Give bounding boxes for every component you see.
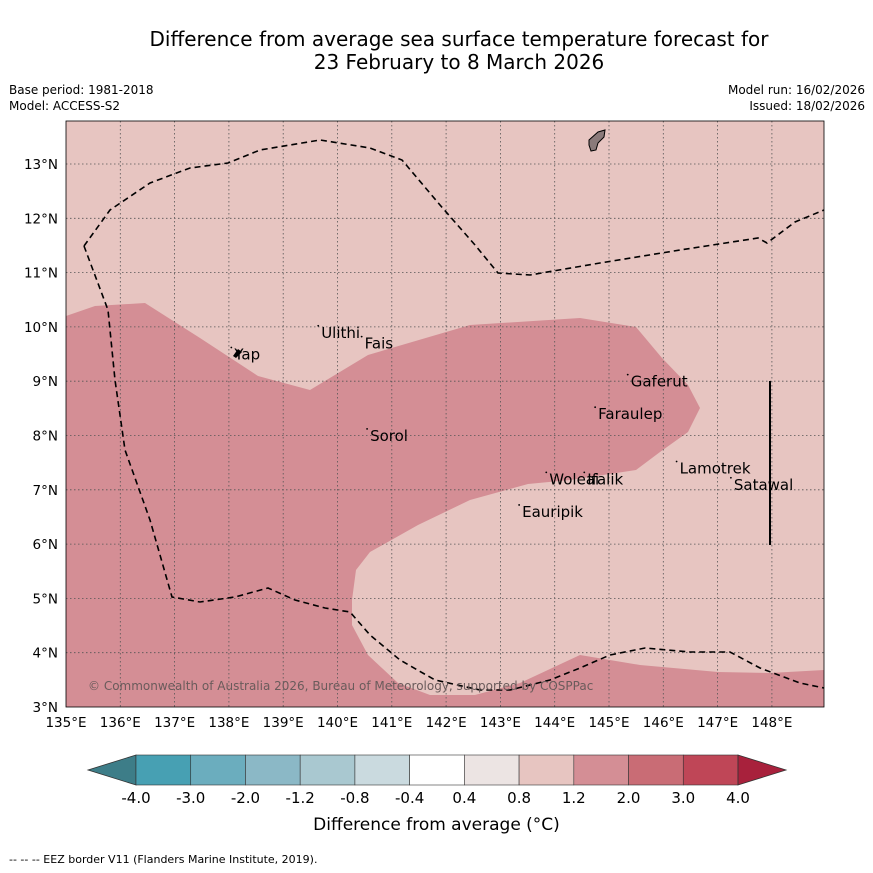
lat-tick-label: 11°N bbox=[24, 266, 58, 282]
lon-tick-label: 146°E bbox=[643, 715, 684, 731]
lat-tick-label: 3°N bbox=[33, 700, 58, 716]
colorbar-title: Difference from average (°C) bbox=[313, 815, 560, 835]
lon-tick-label: 143°E bbox=[480, 715, 521, 731]
place-label: Sorol bbox=[370, 427, 408, 445]
place-label: Lamotrek bbox=[680, 460, 751, 478]
colorbar-segment bbox=[573, 754, 629, 786]
lat-tick-label: 13°N bbox=[24, 157, 58, 173]
lon-tick-label: 136°E bbox=[100, 715, 141, 731]
lon-tick-label: 137°E bbox=[154, 715, 195, 731]
place-marker bbox=[230, 346, 233, 349]
colorbar-tick-label: -0.4 bbox=[395, 789, 424, 807]
place-label: Ulithi bbox=[321, 324, 360, 342]
place-label: Gaferut bbox=[631, 373, 688, 391]
lat-tick-label: 9°N bbox=[33, 374, 58, 390]
lon-tick-label: 144°E bbox=[534, 715, 575, 731]
meta-right: Model run: 16/02/2026 Issued: 18/02/2026 bbox=[728, 82, 865, 114]
copyright-note: © Commonwealth of Australia 2026, Bureau… bbox=[88, 679, 593, 693]
plot-frame bbox=[65, 120, 825, 708]
lon-tick-label: 145°E bbox=[588, 715, 629, 731]
colorbar-extend-low bbox=[86, 754, 137, 786]
lat-tick-label: 8°N bbox=[33, 429, 58, 445]
colorbar-tick-label: 0.4 bbox=[452, 789, 476, 807]
lat-tick-label: 5°N bbox=[33, 591, 58, 607]
place-label: Yap bbox=[233, 345, 260, 363]
place-marker bbox=[366, 428, 368, 430]
lat-tick-label: 12°N bbox=[24, 211, 58, 227]
base-period: Base period: 1981-2018 bbox=[9, 83, 154, 97]
place-label: Ifalik bbox=[587, 470, 623, 488]
lon-tick-label: 140°E bbox=[317, 715, 358, 731]
colorbar-tick-label: -3.0 bbox=[176, 789, 205, 807]
colorbar-tick-label: -2.0 bbox=[231, 789, 260, 807]
lon-tick-label: 135°E bbox=[45, 715, 86, 731]
lat-tick-label: 6°N bbox=[33, 537, 58, 553]
meta-left: Base period: 1981-2018 Model: ACCESS-S2 bbox=[9, 82, 154, 114]
lon-axis: 135°E 136°E 137°E 138°E 139°E 140°E 141°E 142°E… bbox=[45, 715, 792, 731]
issued-date: Issued: 18/02/2026 bbox=[749, 99, 865, 113]
yap-island bbox=[233, 349, 242, 358]
eez-border-west bbox=[83, 245, 825, 691]
place-marker bbox=[675, 460, 678, 463]
lat-axis: 13°N 12°N 11°N 10°N 9°N 8°N 7°N 6°N 5°N 4°N 3°N bbox=[24, 157, 58, 716]
colorbar-tick-label: 4.0 bbox=[726, 789, 750, 807]
place-marker bbox=[360, 335, 363, 338]
lat-tick-label: 10°N bbox=[24, 320, 58, 336]
colorbar-tick-label: 1.2 bbox=[562, 789, 586, 807]
place-label: Eauripik bbox=[522, 503, 583, 521]
lon-tick-label: 148°E bbox=[751, 715, 792, 731]
colorbar-segment bbox=[299, 754, 356, 786]
lon-tick-label: 138°E bbox=[208, 715, 249, 731]
eez-border bbox=[83, 139, 825, 276]
colorbar-segment bbox=[682, 754, 739, 786]
anomaly-band-dark bbox=[66, 303, 824, 707]
colorbar-tick-label: 2.0 bbox=[617, 789, 641, 807]
place-marker bbox=[626, 373, 629, 376]
place-label: Faraulep bbox=[598, 405, 662, 423]
place-labels: Ulithi Yap Fais Gaferut Faraulep Sorol Lamotre… bbox=[230, 324, 793, 521]
colorbar-tick-label: -1.2 bbox=[286, 789, 315, 807]
colorbar-segment bbox=[354, 754, 410, 786]
place-marker bbox=[594, 406, 597, 409]
model-run: Model run: 16/02/2026 bbox=[727, 83, 865, 97]
model-name: Model: ACCESS-S2 bbox=[9, 99, 121, 113]
colorbar-segment bbox=[245, 754, 301, 786]
place-label: Fais bbox=[365, 335, 394, 353]
colorbar-tick-label: 3.0 bbox=[671, 789, 695, 807]
colorbar-segment bbox=[518, 754, 575, 786]
place-marker bbox=[317, 324, 320, 327]
colorbar-segment bbox=[135, 754, 192, 786]
place-label: Woleai bbox=[549, 470, 599, 488]
colorbar-segment bbox=[190, 754, 246, 786]
place-marker bbox=[518, 504, 521, 506]
colorbar-tick-label: 0.8 bbox=[507, 789, 531, 807]
colorbar-tick-label: -4.0 bbox=[121, 789, 150, 807]
place-marker bbox=[729, 476, 732, 479]
colorbar-extend-high bbox=[737, 754, 788, 786]
lat-tick-label: 7°N bbox=[33, 483, 58, 499]
lon-tick-label: 139°E bbox=[263, 715, 304, 731]
lon-tick-label: 142°E bbox=[426, 715, 467, 731]
colorbar-tick-label: -0.8 bbox=[340, 789, 369, 807]
guam-island bbox=[588, 129, 606, 152]
title-line-2: 23 February to 8 March 2026 bbox=[313, 50, 605, 74]
colorbar-segment bbox=[464, 754, 520, 786]
place-marker bbox=[545, 471, 548, 474]
chart-title: Difference from average sea surface temp… bbox=[0, 28, 873, 74]
colorbar-segment bbox=[628, 754, 684, 786]
lat-tick-label: 4°N bbox=[33, 646, 58, 662]
lon-tick-label: 147°E bbox=[697, 715, 738, 731]
footer-eez-note: -- -- -- EEZ border V11 (Flanders Marine… bbox=[9, 853, 318, 866]
lon-tick-label: 141°E bbox=[371, 715, 412, 731]
title-line-1: Difference from average sea surface temp… bbox=[149, 27, 769, 51]
place-label: Satawal bbox=[734, 476, 793, 494]
colorbar: -4.0 -3.0 -2.0 -1.2 -0.8 -0.4 0.4 0.8 1.2 2.0 3.0 4… bbox=[86, 754, 788, 807]
place-marker bbox=[583, 471, 586, 474]
colorbar-segment bbox=[409, 754, 465, 786]
